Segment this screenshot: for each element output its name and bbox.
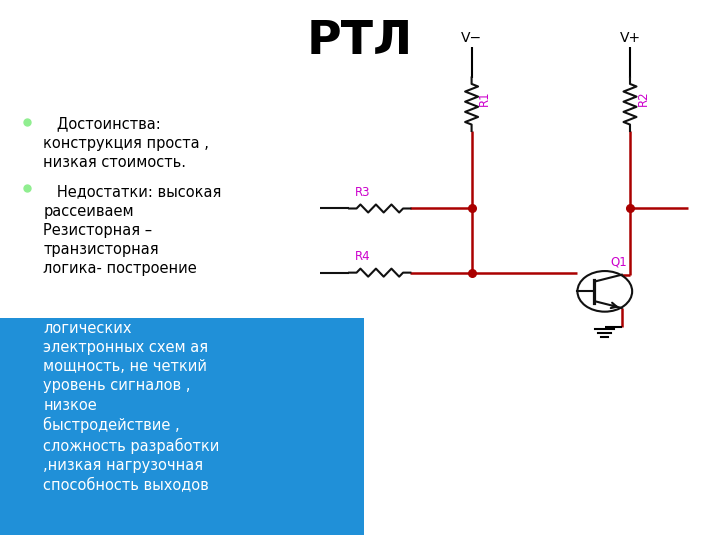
Text: R3: R3 bbox=[355, 186, 371, 199]
Text: РТЛ: РТЛ bbox=[307, 19, 413, 64]
Text: R2: R2 bbox=[636, 90, 649, 106]
Text: Q1: Q1 bbox=[611, 255, 627, 268]
Text: Достоинства:
конструкция проста ,
низкая стоимость.: Достоинства: конструкция проста , низкая… bbox=[43, 117, 209, 170]
Text: R4: R4 bbox=[355, 250, 371, 263]
Text: V+: V+ bbox=[619, 31, 641, 45]
Text: V−: V− bbox=[461, 31, 482, 45]
Text: Недостатки: высокая
рассеиваем
Резисторная –
транзисторная
логика- построение: Недостатки: высокая рассеиваем Резисторн… bbox=[43, 185, 222, 276]
Text: R1: R1 bbox=[478, 90, 491, 106]
Bar bbox=[0, 318, 364, 535]
Text: логических
электронных схем ая
мощность, не четкий
уровень сигналов ,
низкое
быс: логических электронных схем ая мощность,… bbox=[43, 321, 220, 492]
